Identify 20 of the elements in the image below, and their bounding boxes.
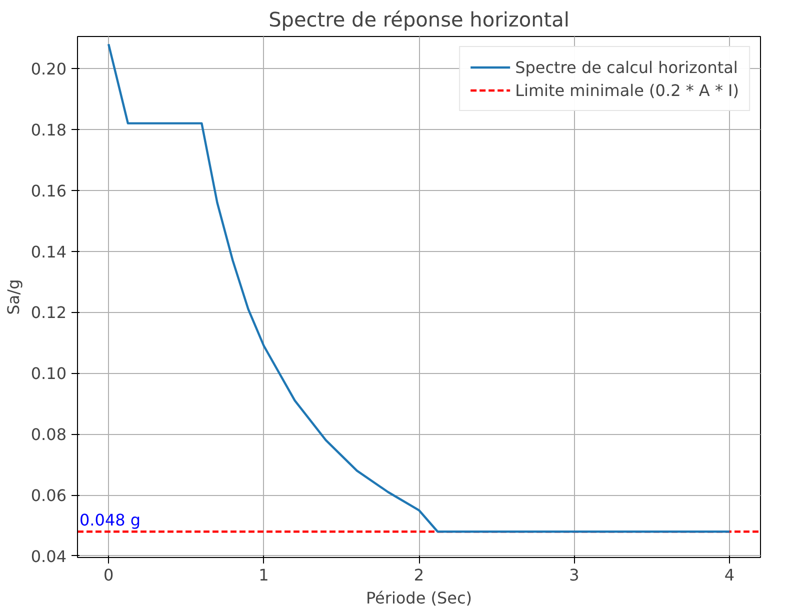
x-tick-label: 3	[569, 566, 580, 584]
legend-label: Limite minimale (0.2 * A * I)	[515, 80, 739, 100]
chart-title: Spectre de réponse horizontal	[268, 8, 570, 32]
annotation: 0.048 g	[80, 510, 141, 530]
x-tick-label: 0	[103, 566, 114, 584]
y-tick-label: 0.12	[30, 303, 66, 322]
y-tick-label: 0.08	[30, 425, 66, 444]
x-tick-label: 1	[258, 566, 269, 584]
x-tick-label: 2	[414, 566, 424, 584]
y-tick-label: 0.06	[30, 486, 66, 506]
y-axis-title: Sa/g	[4, 279, 23, 315]
y-tick-label: 0.18	[30, 120, 66, 140]
legend-label: Spectre de calcul horizontal	[515, 58, 738, 76]
y-tick-label: 0.16	[30, 181, 66, 200]
y-tick-label: 0.20	[30, 59, 66, 78]
y-tick-label: 0.10	[30, 364, 66, 384]
x-axis-title: Période (Sec)	[366, 588, 472, 608]
y-tick-label: 0.14	[30, 242, 66, 262]
x-tick-label: 4	[724, 566, 735, 584]
y-tick-label: 0.04	[30, 546, 66, 566]
